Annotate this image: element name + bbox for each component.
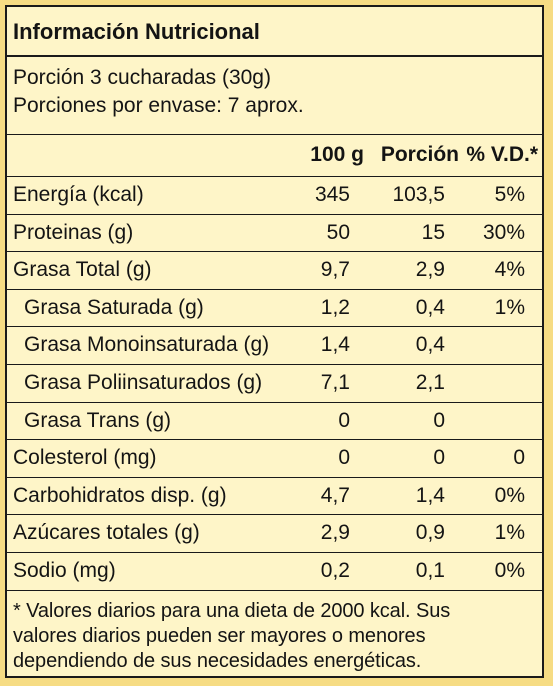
- nutrient-per100: 1,4: [320, 333, 350, 357]
- column-header-per100: 100 g: [310, 143, 364, 166]
- nutrient-name: Sodio (mg): [13, 558, 116, 582]
- nutrient-row-sodium: Sodio (mg) 0,2 0,1 0%: [7, 553, 542, 591]
- nutrient-portion: 2,9: [415, 258, 445, 282]
- nutrient-name: Energía (kcal): [13, 183, 144, 206]
- footnote-line: valores diarios pueden ser mayores o men…: [13, 624, 426, 647]
- nutrient-name: Colesterol (mg): [13, 446, 157, 470]
- nutrient-portion: 0,1: [415, 558, 445, 582]
- nutrient-row-sugars: Azúcares totales (g) 2,9 0,9 1%: [7, 515, 542, 553]
- nutrient-per100: 1,2: [320, 295, 350, 319]
- nutrient-portion: 1,4: [415, 483, 445, 507]
- nutrient-per100: 0: [338, 446, 350, 470]
- nutrient-name: Azúcares totales (g): [13, 521, 200, 545]
- nutrition-facts-label: Información Nutricional Porción 3 cuchar…: [5, 5, 544, 678]
- nutrient-portion: 15: [421, 220, 445, 244]
- nutrient-row-saturated-fat: Grasa Saturada (g) 1,2 0,4 1%: [7, 290, 542, 328]
- column-header-dv: % V.D.*: [466, 143, 538, 166]
- nutrient-name: Grasa Poliinsaturados (g): [24, 370, 263, 394]
- footnote-line: dependiendo de sus necesidades energétic…: [13, 649, 422, 672]
- nutrient-per100: 9,7: [320, 258, 350, 282]
- label-title: Información Nutricional: [7, 7, 542, 57]
- nutrient-row-cholesterol: Colesterol (mg) 0 0 0: [7, 440, 542, 478]
- nutrient-dv: 1%: [494, 295, 525, 319]
- nutrient-row-monounsaturated-fat: Grasa Monoinsaturada (g) 1,4 0,4: [7, 327, 542, 365]
- nutrient-portion: 103,5: [392, 183, 445, 206]
- nutrient-per100: 2,9: [320, 521, 350, 545]
- nutrient-dv: 4%: [494, 258, 525, 282]
- nutrient-row-energy: Energía (kcal) 345 103,5 5%: [7, 177, 542, 215]
- nutrient-per100: 0,2: [320, 558, 350, 582]
- footnote-line: * Valores diarios para una dieta de 2000…: [13, 599, 451, 622]
- nutrient-dv: 30%: [482, 220, 525, 244]
- nutrient-portion: 0: [433, 446, 445, 470]
- serving-info: Porción 3 cucharadas (30g) Porciones por…: [7, 57, 542, 135]
- nutrient-portion: 0,4: [415, 333, 445, 357]
- nutrient-name: Grasa Trans (g): [24, 408, 172, 432]
- nutrient-portion: 0,4: [415, 295, 445, 319]
- nutrient-name: Grasa Monoinsaturada (g): [24, 333, 270, 357]
- footnote: * Valores diarios para una dieta de 2000…: [7, 591, 542, 674]
- nutrient-row-total-fat: Grasa Total (g) 9,7 2,9 4%: [7, 252, 542, 290]
- nutrient-dv: 5%: [494, 183, 525, 206]
- nutrient-row-trans-fat: Grasa Trans (g) 0 0: [7, 403, 542, 441]
- nutrient-portion: 0: [433, 408, 445, 432]
- column-header-row: 100 g Porción % V.D.*: [7, 135, 542, 177]
- nutrient-dv: 1%: [494, 521, 525, 545]
- nutrient-row-protein: Proteinas (g) 50 15 30%: [7, 215, 542, 253]
- servings-per-container: Porciones por envase: 7 aprox.: [13, 94, 304, 117]
- nutrient-row-carbohydrates: Carbohidratos disp. (g) 4,7 1,4 0%: [7, 478, 542, 516]
- nutrient-portion: 2,1: [415, 370, 445, 394]
- nutrient-name: Carbohidratos disp. (g): [13, 483, 227, 507]
- nutrient-portion: 0,9: [415, 521, 445, 545]
- nutrient-per100: 4,7: [320, 483, 350, 507]
- nutrient-per100: 50: [326, 220, 350, 244]
- nutrient-name: Grasa Saturada (g): [24, 295, 204, 319]
- nutrient-name: Grasa Total (g): [13, 258, 152, 282]
- nutrient-per100: 7,1: [320, 370, 350, 394]
- nutrient-per100: 345: [314, 183, 350, 206]
- nutrient-name: Proteinas (g): [13, 220, 134, 244]
- nutrient-dv: 0%: [494, 558, 525, 582]
- column-header-portion: Porción: [380, 143, 459, 166]
- nutrient-dv: 0%: [494, 483, 525, 507]
- nutrient-row-polyunsaturated-fat: Grasa Poliinsaturados (g) 7,1 2,1: [7, 365, 542, 403]
- nutrient-dv: 0: [513, 446, 525, 470]
- serving-size: Porción 3 cucharadas (30g): [13, 66, 271, 89]
- nutrient-per100: 0: [338, 408, 350, 432]
